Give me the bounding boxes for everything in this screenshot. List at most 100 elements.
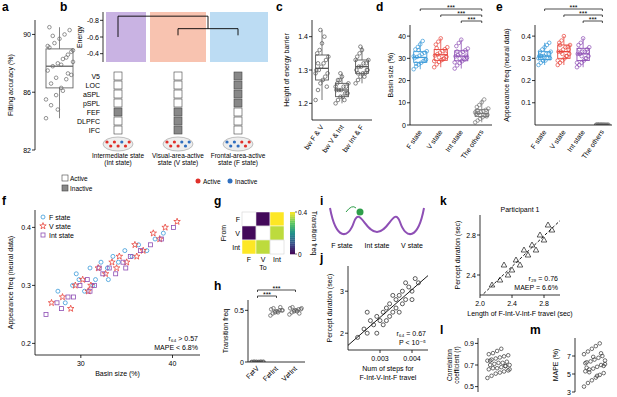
- tick-label: 0.003: [371, 355, 389, 362]
- tick-label: 1.2: [298, 100, 308, 107]
- point: [288, 313, 292, 317]
- point: [584, 57, 588, 61]
- point: [116, 253, 123, 259]
- point: [384, 319, 388, 323]
- region-dot: [244, 144, 247, 147]
- state-block: [106, 12, 146, 62]
- axis-title: MAPE (%): [552, 349, 560, 382]
- label-line: state (F state): [218, 159, 258, 167]
- tick-label: -0.6: [87, 34, 99, 41]
- point: [68, 305, 75, 311]
- point: [558, 61, 562, 65]
- tick-label: 0: [298, 251, 302, 258]
- whisker: [420, 62, 421, 69]
- label-line: Num of steps for: [362, 365, 414, 373]
- tick-label: 2.4: [466, 272, 476, 279]
- point: [49, 82, 53, 86]
- panel-label: d: [376, 0, 383, 14]
- point: [111, 254, 115, 258]
- point: [504, 364, 508, 368]
- point: [505, 360, 509, 364]
- point: [364, 62, 368, 66]
- point: [388, 314, 392, 318]
- whisker: [362, 73, 363, 83]
- legend-label: V state: [49, 223, 71, 230]
- tick: [380, 350, 381, 353]
- colorbar-step: [290, 218, 295, 220]
- y-axis: [35, 20, 36, 150]
- plot-area: [314, 28, 370, 105]
- category-label: Int state: [566, 128, 586, 153]
- median: [316, 68, 329, 69]
- box: [356, 60, 369, 73]
- axis-title: Percept duration (sec): [454, 221, 462, 290]
- point: [437, 56, 441, 60]
- point: [486, 376, 490, 380]
- tick-label: 40: [398, 33, 406, 40]
- point: [602, 364, 606, 368]
- colorbar-step: [290, 239, 295, 241]
- whisker: [342, 73, 343, 83]
- point: [316, 88, 320, 92]
- point: [74, 272, 78, 276]
- point: [343, 98, 347, 102]
- axis-title: Basin size (%): [95, 370, 140, 378]
- tick-label: -0.8: [87, 17, 99, 24]
- point: [113, 265, 120, 271]
- brain-icon: [223, 137, 253, 151]
- whisker: [59, 88, 60, 118]
- point: [150, 230, 157, 236]
- fit-line: [480, 221, 560, 295]
- y-axis: [348, 266, 349, 350]
- activity-cell: [114, 99, 122, 107]
- y-axis: [35, 210, 36, 355]
- label-line: MAPE (%): [552, 349, 560, 382]
- axis-title: To: [259, 264, 267, 271]
- point: [545, 43, 549, 47]
- point: [566, 45, 570, 49]
- point: [575, 65, 579, 69]
- point: [56, 289, 60, 293]
- legend-marker: [41, 233, 45, 237]
- point: [391, 293, 395, 297]
- cell: [242, 212, 256, 226]
- legend-marker: [62, 185, 68, 191]
- tick-label: 0: [402, 122, 406, 129]
- point: [314, 98, 318, 102]
- region-dot: [240, 140, 243, 143]
- whisker: [583, 61, 584, 68]
- colorbar-step: [290, 229, 295, 231]
- whisker: [563, 36, 564, 45]
- axis-title: Num of steps forF-Int-V-Int-F travel: [360, 365, 417, 381]
- point: [322, 62, 326, 66]
- tick: [172, 355, 173, 358]
- region-label: DLPFC: [77, 118, 100, 125]
- region-dot: [248, 140, 251, 143]
- annotation: P < 10⁻⁵: [399, 339, 426, 346]
- category-label: F⇄Int: [262, 365, 280, 383]
- colorbar-step: [290, 214, 295, 216]
- point: [388, 302, 392, 306]
- tick: [32, 227, 35, 228]
- significance-label: ***: [579, 10, 587, 17]
- point: [60, 307, 64, 311]
- tick: [412, 350, 413, 353]
- tick: [512, 295, 513, 298]
- tick-label: 2.4: [507, 300, 517, 307]
- point: [594, 344, 598, 348]
- cell: [270, 212, 284, 226]
- region-label: pSPL: [83, 100, 100, 108]
- point: [595, 374, 599, 378]
- label-line: Appearance freq (neural data): [7, 236, 15, 329]
- tick: [572, 374, 575, 375]
- region-dot: [184, 144, 187, 147]
- legend-label: Int state: [49, 232, 74, 239]
- y-axis: [480, 215, 481, 295]
- plot-area: [250, 305, 304, 362]
- point: [93, 283, 97, 287]
- region-dot: [113, 140, 116, 143]
- point: [368, 319, 372, 323]
- colorbar-step: [290, 244, 295, 246]
- point: [502, 370, 506, 374]
- legend-marker: [196, 179, 201, 184]
